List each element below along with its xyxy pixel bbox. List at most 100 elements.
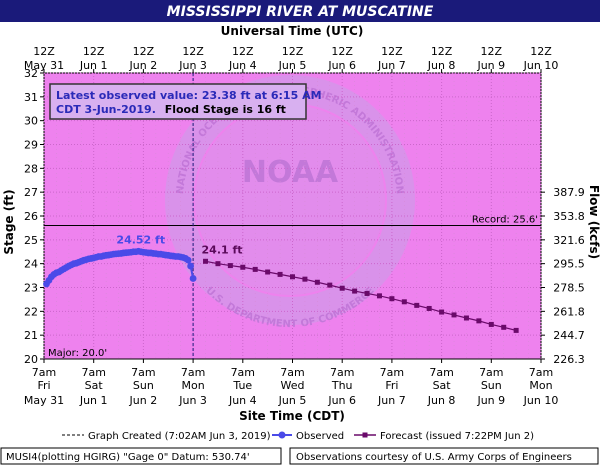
forecast-point — [290, 274, 295, 280]
x-tick-date: Jun 6 — [327, 394, 356, 407]
axes: 20 21 22 23 24 25 26 27 28 29 30 31 32 226.3 244.7 261.… — [24, 45, 585, 407]
forecast-point — [327, 282, 333, 288]
x-tick-date: Jun 7 — [377, 394, 406, 407]
top-tick-time: 12Z — [481, 45, 503, 58]
legend-observed-marker — [278, 431, 286, 439]
footer-courtesy: Observations courtesy of U.S. Army Corps… — [296, 452, 572, 463]
x-tick-time: 7am — [380, 366, 404, 379]
top-tick-time: 12Z — [133, 45, 155, 58]
forecast-point — [439, 309, 445, 315]
x-tick-day: Sun — [133, 379, 154, 392]
record-label: Record: 25.6' — [472, 215, 538, 226]
x-tick-date: Jun 5 — [278, 394, 307, 407]
y-tick-label: 25 — [24, 234, 38, 247]
x-tick-day: Wed — [281, 379, 305, 392]
x-tick-day: Sun — [481, 379, 502, 392]
y-tick-label: 22 — [24, 305, 38, 318]
x-tick-day: Thu — [331, 379, 353, 392]
major-label: Major: 20.0' — [48, 348, 107, 359]
top-tick-date: Jun 10 — [523, 59, 559, 72]
info-line2-date: CDT 3-Jun-2019. — [56, 103, 156, 116]
y-tick-label: 24 — [24, 258, 38, 271]
top-tick-time: 12Z — [83, 45, 105, 58]
y-axis-title: Stage (ft) — [2, 189, 16, 254]
x-tick-day: Mon — [529, 379, 552, 392]
data-series — [43, 247, 519, 333]
y-tick-label: 31 — [24, 91, 38, 104]
y2-tick-label: 261.8 — [553, 305, 585, 318]
forecast-point — [476, 318, 482, 324]
title-bar — [0, 0, 600, 22]
top-tick-date: Jun 9 — [476, 59, 505, 72]
x-tick-day: Sat — [85, 379, 104, 392]
forecast-point — [215, 261, 221, 267]
x-axis-title: Site Time (CDT) — [239, 409, 345, 423]
forecast-point — [203, 258, 209, 264]
forecast-point — [414, 302, 420, 308]
top-tick-date: Jun 7 — [377, 59, 406, 72]
y-tick-label: 28 — [24, 162, 38, 175]
top-tick-time: 12Z — [282, 45, 304, 58]
forecast-point — [252, 266, 258, 272]
top-tick-date: Jun 1 — [79, 59, 108, 72]
x-tick-date: Jun 10 — [523, 394, 559, 407]
watermark-noaa-text: NOAA — [242, 155, 339, 190]
x-tick-time: 7am — [181, 366, 205, 379]
top-tick-time: 12Z — [431, 45, 453, 58]
noaa-watermark: NATIONAL OCEANIC AND ATMOSPHERIC ADMINIS… — [165, 75, 415, 330]
x-tick-time: 7am — [131, 366, 155, 379]
y-tick-label: 32 — [24, 67, 38, 80]
x-tick-date: Jun 8 — [427, 394, 456, 407]
x-tick-date: Jun 3 — [178, 394, 207, 407]
forecast-point — [314, 279, 320, 285]
x-tick-time: 7am — [280, 366, 304, 379]
forecast-point — [302, 276, 308, 282]
top-tick-time: 12Z — [381, 45, 403, 58]
top-tick-date: Jun 8 — [427, 59, 456, 72]
y-tick-label: 27 — [24, 186, 38, 199]
y2-tick-label: 353.8 — [553, 210, 585, 223]
x-tick-time: 7am — [81, 366, 105, 379]
y2-tick-label: 226.3 — [553, 353, 585, 366]
y2-tick-label: 278.5 — [553, 282, 585, 295]
y2-tick-label: 321.6 — [553, 234, 585, 247]
info-box: Latest observed value: 23.38 ft at 6:15 … — [49, 83, 322, 120]
legend-created-text: Graph Created (7:02AM Jun 3, 2019) — [88, 431, 271, 442]
forecast-point — [451, 312, 457, 318]
top-tick-date: Jun 2 — [129, 59, 158, 72]
x-tick-day: Fri — [385, 379, 398, 392]
forecast-point — [513, 327, 519, 333]
forecast-point — [265, 269, 271, 275]
footer-datum: MUSI4(plotting HGIRG) "Gage 0" Datum: 53… — [6, 452, 250, 463]
y-tick-label: 26 — [24, 210, 38, 223]
forecast-peak-label: 24.1 ft — [202, 243, 243, 256]
y-tick-label: 30 — [24, 115, 38, 128]
x-tick-day: Tue — [232, 379, 252, 392]
forecast-point — [364, 290, 370, 296]
top-tick-time: 12Z — [232, 45, 254, 58]
info-line1: Latest observed value: 23.38 ft at 6:15 … — [56, 89, 322, 102]
info-line2-flood: Flood Stage is 16 ft — [165, 103, 286, 116]
top-tick-date: Jun 3 — [178, 59, 207, 72]
x-tick-time: 7am — [429, 366, 453, 379]
x-tick-date: May 31 — [24, 394, 64, 407]
legend-forecast-marker — [362, 432, 368, 438]
top-tick-time: 12Z — [33, 45, 55, 58]
top-tick-date: Jun 4 — [228, 59, 257, 72]
y2-axis-title: Flow (kcfs) — [587, 185, 600, 259]
forecast-point — [277, 271, 283, 277]
x-tick-day: Mon — [181, 379, 204, 392]
x-tick-date: Jun 2 — [129, 394, 158, 407]
y-tick-label: 29 — [24, 139, 38, 152]
forecast-point — [240, 264, 246, 270]
forecast-point — [401, 299, 407, 305]
forecast-point — [463, 315, 469, 321]
x-tick-time: 7am — [330, 366, 354, 379]
y-tick-label: 21 — [24, 329, 38, 342]
forecast-point — [376, 293, 382, 299]
top-tick-time: 12Z — [331, 45, 353, 58]
y-tick-label: 23 — [24, 282, 38, 295]
forecast-point — [426, 305, 432, 311]
x-tick-date: Jun 4 — [228, 394, 257, 407]
observed-point — [184, 256, 192, 264]
